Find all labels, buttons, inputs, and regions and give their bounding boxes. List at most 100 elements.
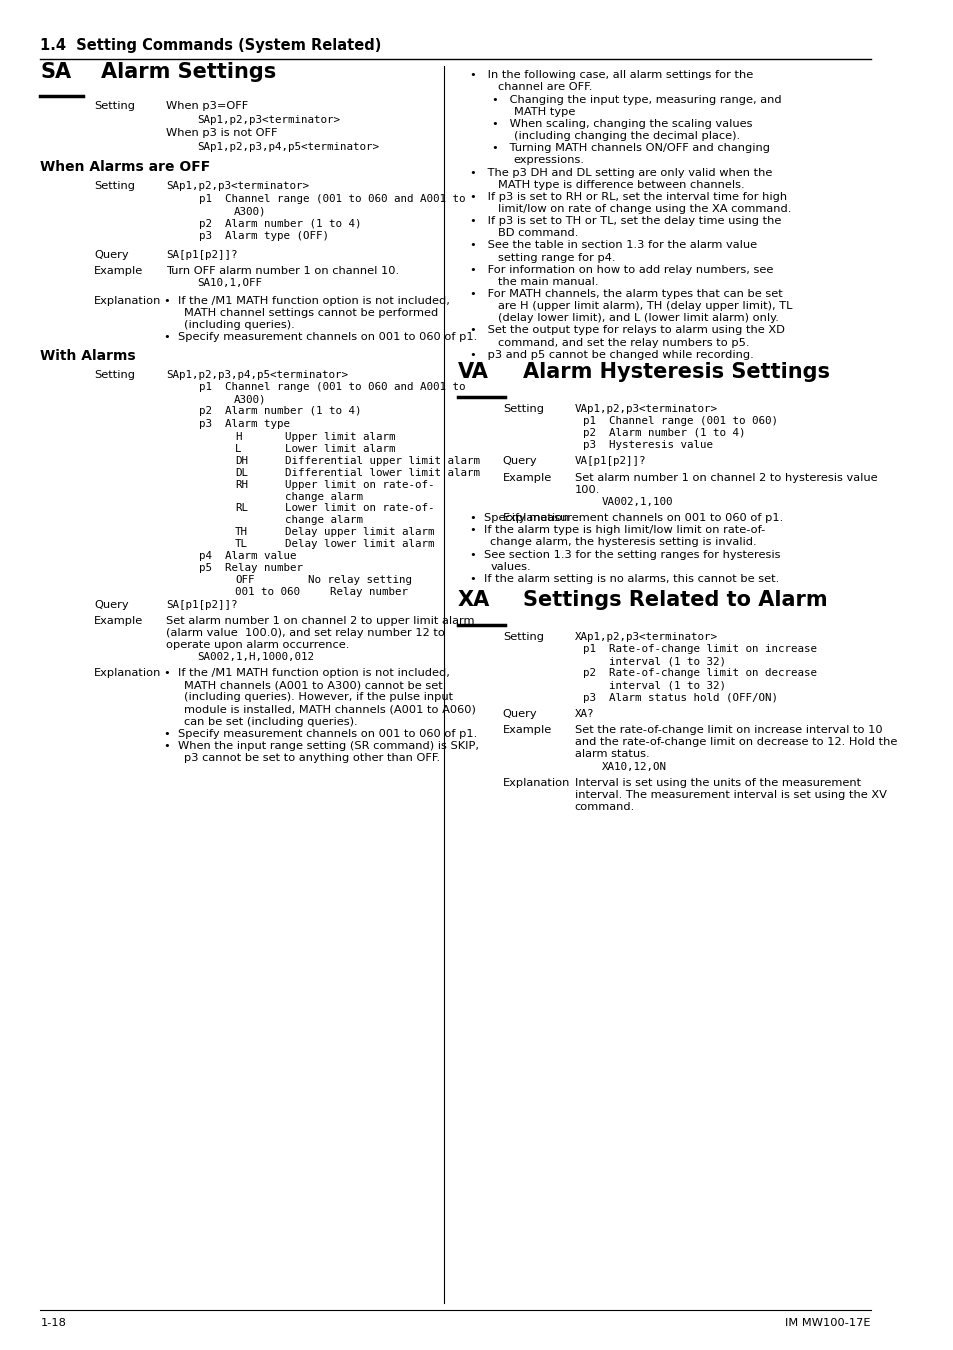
Text: Set the rate-of-change limit on increase interval to 10: Set the rate-of-change limit on increase… <box>574 725 882 734</box>
Text: Settings Related to Alarm: Settings Related to Alarm <box>522 590 826 610</box>
Text: p3  Alarm status hold (OFF/ON): p3 Alarm status hold (OFF/ON) <box>582 693 777 702</box>
Text: p3  Alarm type: p3 Alarm type <box>199 418 290 428</box>
Text: RL: RL <box>235 504 248 513</box>
Text: SA: SA <box>40 62 71 82</box>
Text: •  Specify measurement channels on 001 to 060 of p1.: • Specify measurement channels on 001 to… <box>164 332 477 342</box>
Text: •  If the alarm setting is no alarms, this cannot be set.: • If the alarm setting is no alarms, thi… <box>469 574 778 583</box>
Text: SAp1,p2,p3<terminator>: SAp1,p2,p3<terminator> <box>166 181 309 190</box>
Text: Upper limit alarm: Upper limit alarm <box>285 432 395 441</box>
Text: MATH channel settings cannot be performed: MATH channel settings cannot be performe… <box>184 308 437 317</box>
Text: Delay lower limit alarm: Delay lower limit alarm <box>285 539 435 549</box>
Text: channel are OFF.: channel are OFF. <box>497 82 592 92</box>
Text: (including changing the decimal place).: (including changing the decimal place). <box>513 131 739 140</box>
Text: With Alarms: With Alarms <box>40 350 136 363</box>
Text: When p3 is not OFF: When p3 is not OFF <box>166 128 277 138</box>
Text: MATH channels (A001 to A300) cannot be set: MATH channels (A001 to A300) cannot be s… <box>184 680 442 690</box>
Text: Differential lower limit alarm: Differential lower limit alarm <box>285 467 480 478</box>
Text: •   If p3 is set to RH or RL, set the interval time for high: • If p3 is set to RH or RL, set the inte… <box>469 192 786 201</box>
Text: MATH type is difference between channels.: MATH type is difference between channels… <box>497 180 744 189</box>
Text: operate upon alarm occurrence.: operate upon alarm occurrence. <box>166 640 349 649</box>
Text: 1.4  Setting Commands (System Related): 1.4 Setting Commands (System Related) <box>40 38 381 53</box>
Text: Query: Query <box>94 599 129 610</box>
Text: p1  Channel range (001 to 060 and A001 to: p1 Channel range (001 to 060 and A001 to <box>199 194 465 204</box>
Text: Set alarm number 1 on channel 2 to hysteresis value: Set alarm number 1 on channel 2 to hyste… <box>574 472 877 482</box>
Text: •   Set the output type for relays to alarm using the XD: • Set the output type for relays to alar… <box>469 325 783 335</box>
Text: BD command.: BD command. <box>497 228 578 238</box>
Text: Delay upper limit alarm: Delay upper limit alarm <box>285 526 435 537</box>
Text: Setting: Setting <box>94 101 135 111</box>
Text: A300): A300) <box>233 207 266 216</box>
Text: p2  Alarm number (1 to 4): p2 Alarm number (1 to 4) <box>199 406 361 416</box>
Text: SA[p1[p2]]?: SA[p1[p2]]? <box>166 599 237 610</box>
Text: •   Turning MATH channels ON/OFF and changing: • Turning MATH channels ON/OFF and chang… <box>492 143 769 153</box>
Text: alarm status.: alarm status. <box>574 749 649 759</box>
Text: Turn OFF alarm number 1 on channel 10.: Turn OFF alarm number 1 on channel 10. <box>166 266 398 275</box>
Text: SA10,1,OFF: SA10,1,OFF <box>197 278 262 288</box>
Text: p3 cannot be set to anything other than OFF.: p3 cannot be set to anything other than … <box>184 753 439 763</box>
Text: •   In the following case, all alarm settings for the: • In the following case, all alarm setti… <box>469 70 752 80</box>
Text: change alarm: change alarm <box>285 491 363 501</box>
Text: command.: command. <box>574 802 634 811</box>
Text: interval (1 to 32): interval (1 to 32) <box>608 680 725 690</box>
Text: SAp1,p2,p3<terminator>: SAp1,p2,p3<terminator> <box>197 115 340 124</box>
Text: Example: Example <box>94 266 143 275</box>
Text: Explanation: Explanation <box>502 778 570 787</box>
Text: •  If the /M1 MATH function option is not included,: • If the /M1 MATH function option is not… <box>164 668 450 678</box>
Text: Setting: Setting <box>94 370 135 379</box>
Text: 1-18: 1-18 <box>40 1318 66 1327</box>
Text: (alarm value  100.0), and set relay number 12 to: (alarm value 100.0), and set relay numbe… <box>166 628 444 639</box>
Text: Setting: Setting <box>94 181 135 190</box>
Text: are H (upper limit alarm), TH (delay upper limit), TL: are H (upper limit alarm), TH (delay upp… <box>497 301 792 310</box>
Text: Query: Query <box>94 250 129 259</box>
Text: TL: TL <box>235 539 248 549</box>
Text: p3  Hysteresis value: p3 Hysteresis value <box>582 440 712 450</box>
Text: Query: Query <box>502 709 537 718</box>
Text: H: H <box>235 432 241 441</box>
Text: When Alarms are OFF: When Alarms are OFF <box>40 161 211 174</box>
Text: 001 to 060: 001 to 060 <box>235 586 300 597</box>
Text: OFF: OFF <box>235 575 254 585</box>
Text: •  If the alarm type is high limit/low limit on rate-of-: • If the alarm type is high limit/low li… <box>469 525 764 535</box>
Text: Lower limit on rate-of-: Lower limit on rate-of- <box>285 504 435 513</box>
Text: 100.: 100. <box>574 485 599 494</box>
Text: VA: VA <box>457 362 488 382</box>
Text: DL: DL <box>235 467 248 478</box>
Text: p2  Alarm number (1 to 4): p2 Alarm number (1 to 4) <box>199 219 361 228</box>
Text: p1  Channel range (001 to 060 and A001 to: p1 Channel range (001 to 060 and A001 to <box>199 382 465 391</box>
Text: Setting: Setting <box>502 632 543 641</box>
Text: expressions.: expressions. <box>513 155 584 165</box>
Text: module is installed, MATH channels (A001 to A060): module is installed, MATH channels (A001… <box>184 705 476 714</box>
Text: SA[p1[p2]]?: SA[p1[p2]]? <box>166 250 237 259</box>
Text: Example: Example <box>94 616 143 626</box>
Text: •  Specify measurement channels on 001 to 060 of p1.: • Specify measurement channels on 001 to… <box>469 513 782 522</box>
Text: L: L <box>235 444 241 454</box>
Text: VAp1,p2,p3<terminator>: VAp1,p2,p3<terminator> <box>574 404 717 413</box>
Text: DH: DH <box>235 456 248 466</box>
Text: command, and set the relay numbers to p5.: command, and set the relay numbers to p5… <box>497 338 749 347</box>
Text: •  When the input range setting (SR command) is SKIP,: • When the input range setting (SR comma… <box>164 741 478 751</box>
Text: Alarm Hysteresis Settings: Alarm Hysteresis Settings <box>522 362 829 382</box>
Text: p1  Rate-of-change limit on increase: p1 Rate-of-change limit on increase <box>582 644 816 653</box>
Text: change alarm, the hysteresis setting is invalid.: change alarm, the hysteresis setting is … <box>490 537 756 547</box>
Text: change alarm: change alarm <box>285 516 363 525</box>
Text: •   For information on how to add relay numbers, see: • For information on how to add relay nu… <box>469 265 772 274</box>
Text: limit/low on rate of change using the XA command.: limit/low on rate of change using the XA… <box>497 204 791 213</box>
Text: the main manual.: the main manual. <box>497 277 598 286</box>
Text: VA[p1[p2]]?: VA[p1[p2]]? <box>574 456 645 466</box>
Text: IM MW100-17E: IM MW100-17E <box>784 1318 870 1327</box>
Text: When p3=OFF: When p3=OFF <box>166 101 248 111</box>
Text: and the rate-of-change limit on decrease to 12. Hold the: and the rate-of-change limit on decrease… <box>574 737 896 747</box>
Text: p2  Rate-of-change limit on decrease: p2 Rate-of-change limit on decrease <box>582 668 816 678</box>
Text: •   If p3 is set to TH or TL, set the delay time using the: • If p3 is set to TH or TL, set the dela… <box>469 216 781 225</box>
Text: SAp1,p2,p3,p4,p5<terminator>: SAp1,p2,p3,p4,p5<terminator> <box>166 370 348 379</box>
Text: Differential upper limit alarm: Differential upper limit alarm <box>285 456 480 466</box>
Text: Lower limit alarm: Lower limit alarm <box>285 444 395 454</box>
Text: p3  Alarm type (OFF): p3 Alarm type (OFF) <box>199 231 329 240</box>
Text: •   For MATH channels, the alarm types that can be set: • For MATH channels, the alarm types tha… <box>469 289 781 298</box>
Text: setting range for p4.: setting range for p4. <box>497 252 615 262</box>
Text: TH: TH <box>235 526 248 537</box>
Text: Upper limit on rate-of-: Upper limit on rate-of- <box>285 479 435 490</box>
Text: XAp1,p2,p3<terminator>: XAp1,p2,p3<terminator> <box>574 632 717 641</box>
Text: Alarm Settings: Alarm Settings <box>101 62 276 82</box>
Text: XA: XA <box>457 590 490 610</box>
